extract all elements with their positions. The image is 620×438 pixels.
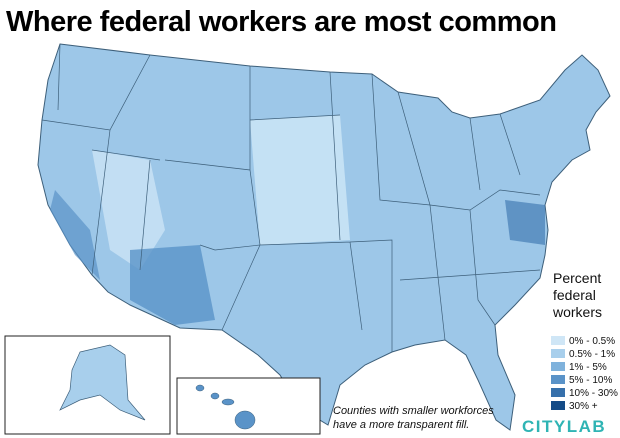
hawaii xyxy=(195,384,256,430)
legend-swatch xyxy=(551,375,565,384)
legend-swatch xyxy=(551,388,565,397)
legend-swatch xyxy=(551,349,565,358)
legend-title: federal xyxy=(553,287,596,303)
legend-label: 5% - 10% xyxy=(569,375,612,386)
region xyxy=(250,115,350,245)
region xyxy=(505,200,545,245)
legend-label: 10% - 30% xyxy=(569,388,618,399)
note: have a more transparent fill. xyxy=(333,419,469,431)
region xyxy=(92,150,165,270)
alaska xyxy=(59,344,146,421)
legend-title: workers xyxy=(552,304,602,320)
legend-label: 0.5% - 1% xyxy=(569,349,615,360)
legend-label: 1% - 5% xyxy=(569,362,607,373)
state-lines xyxy=(41,43,541,352)
logo: CITYLAB xyxy=(522,417,606,436)
map-title: Where federal workers are most common xyxy=(6,6,556,38)
region xyxy=(130,245,215,325)
legend-swatch xyxy=(551,362,565,371)
legend-title: Percent xyxy=(553,270,601,286)
legend-swatch xyxy=(551,336,565,345)
note: Counties with smaller workforces xyxy=(333,405,494,417)
legend-label: 30% + xyxy=(569,401,598,412)
us-map xyxy=(37,43,611,431)
legend-swatch xyxy=(551,401,565,410)
legend-label: 0% - 0.5% xyxy=(569,336,615,347)
region xyxy=(50,190,100,280)
